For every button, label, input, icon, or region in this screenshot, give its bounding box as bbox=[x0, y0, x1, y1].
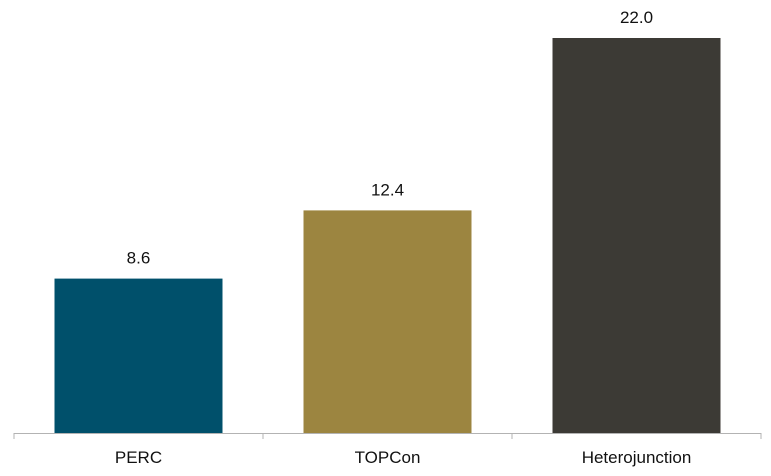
bars-layer bbox=[54, 38, 721, 433]
bar-heterojunction bbox=[552, 38, 721, 433]
x-tick-label-heterojunction: Heterojunction bbox=[582, 448, 692, 467]
value-label-perc: 8.6 bbox=[127, 249, 151, 268]
value-label-topcon: 12.4 bbox=[371, 180, 404, 199]
value-labels-layer: 8.6 12.4 22.0 bbox=[127, 8, 653, 268]
x-tick-label-topcon: TOPCon bbox=[355, 448, 421, 467]
x-axis: PERC TOPCon Heterojunction bbox=[13, 433, 762, 467]
x-tick-label-perc: PERC bbox=[115, 448, 162, 467]
value-label-heterojunction: 22.0 bbox=[620, 8, 653, 27]
bar-topcon bbox=[303, 210, 472, 433]
bar-perc bbox=[54, 278, 223, 433]
